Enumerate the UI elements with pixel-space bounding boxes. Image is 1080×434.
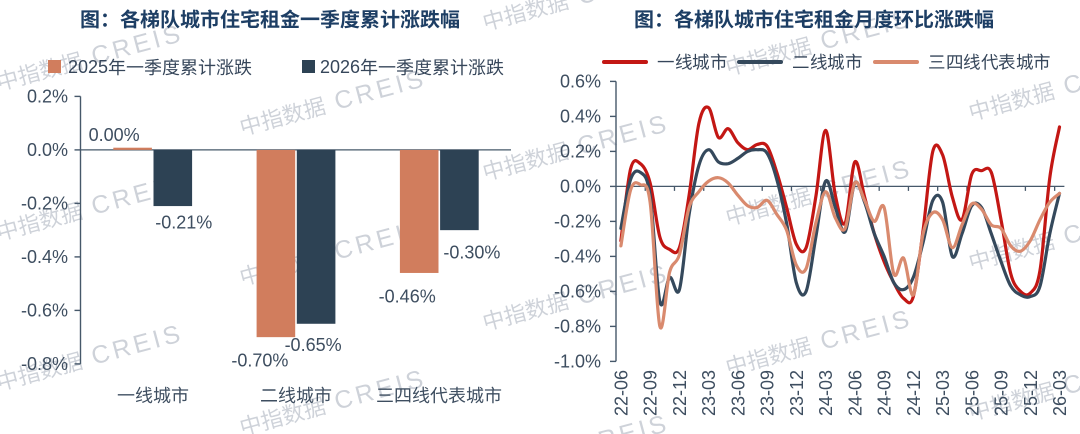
bar-x-category-label	[117, 385, 189, 406]
watermark-text: CREIS	[479, 0, 673, 37]
line-y-tick-label: 0.2%	[560, 142, 601, 162]
bar-y-tick-label: 0.2%	[27, 87, 68, 107]
bar-2025年一季度累计涨跌-三四线代表城市	[399, 149, 439, 273]
watermark-text: CREIS	[236, 364, 430, 434]
line-x-tick-label: 23-12	[787, 370, 807, 416]
watermark-text: CREIS	[479, 109, 673, 187]
bar-value-label: -0.46%	[379, 286, 436, 306]
line-x-tick-label: 24-06	[845, 370, 865, 416]
legend-line-icon	[873, 60, 919, 64]
bar-y-tick-label: -0.4%	[21, 247, 68, 267]
line-x-tick-label: 24-12	[904, 370, 924, 416]
watermark-text: CREIS	[965, 49, 1080, 127]
legend-line-icon	[602, 60, 648, 64]
watermark-text: CREIS	[722, 304, 916, 382]
line-y-tick-label: -0.2%	[554, 212, 601, 232]
line-x-tick-label: 25-06	[962, 370, 982, 416]
bar-y-tick-label: -0.2%	[21, 194, 68, 214]
line-y-tick-label: -0.8%	[554, 317, 601, 337]
bar-chart-title	[80, 9, 460, 32]
line-x-tick-label: 22-06	[611, 370, 631, 416]
line-x-tick-label: 23-09	[758, 370, 778, 416]
legend-swatch-icon	[48, 60, 61, 73]
bar-x-category-label	[260, 385, 332, 406]
line-x-tick-label: 25-03	[933, 370, 953, 416]
line-x-tick-label: 23-06	[728, 370, 748, 416]
bar-y-tick-label: -0.6%	[21, 301, 68, 321]
bar-2026年一季度累计涨跌-一线城市	[153, 149, 193, 207]
line-x-tick-label: 25-09	[992, 370, 1012, 416]
bar-value-label: -0.70%	[231, 350, 288, 370]
bar-value-label: -0.30%	[443, 242, 500, 262]
watermark-text: CREIS	[0, 169, 187, 247]
line-y-tick-label: 0.4%	[560, 107, 601, 127]
line-series-三四线代表城市	[619, 176, 1062, 330]
legend-label	[792, 52, 862, 73]
bar-value-label: -0.65%	[285, 335, 342, 355]
bar-2025年一季度累计涨跌-一线城市	[113, 147, 152, 150]
bar-chart-plot: 0.2%0.0%-0.2%-0.4%-0.6%-0.8%0.00%-0.70%-…	[21, 87, 511, 374]
legend-line-icon	[737, 60, 783, 64]
watermark-text: CREIS	[236, 64, 430, 142]
line-x-tick-label: 24-03	[816, 370, 836, 416]
line-x-tick-label: 22-12	[670, 370, 690, 416]
legend-label: 2026	[320, 57, 504, 78]
line-x-tick-label: 24-09	[875, 370, 895, 416]
line-x-tick-label: 26-03	[1050, 370, 1070, 416]
watermark-text: CREIS	[0, 319, 187, 397]
line-series-一线城市	[619, 105, 1062, 305]
bar-2025年一季度累计涨跌-二线城市	[256, 149, 296, 338]
line-y-tick-label: 0.0%	[560, 177, 601, 197]
line-y-tick-label: -0.4%	[554, 247, 601, 267]
line-x-tick-label: 23-03	[699, 370, 719, 416]
bar-2026年一季度累计涨跌-二线城市	[296, 149, 336, 324]
line-y-tick-label: -1.0%	[554, 352, 601, 372]
watermark-text: CREIS	[479, 259, 673, 337]
legend-label: 2025	[68, 57, 252, 78]
line-x-tick-label: 22-09	[641, 370, 661, 416]
line-y-tick-label: -0.6%	[554, 282, 601, 302]
watermark-text: CREIS	[722, 4, 916, 82]
watermark-text: CREIS	[965, 349, 1080, 427]
legend-label	[928, 52, 1051, 73]
line-x-tick-label: 25-12	[1021, 370, 1041, 416]
bar-2026年一季度累计涨跌-三四线代表城市	[440, 149, 479, 231]
legend-label	[657, 52, 727, 73]
bar-value-label: -0.21%	[155, 212, 212, 232]
bar-y-tick-label: -0.8%	[21, 354, 68, 374]
line-y-tick-label: 0.6%	[560, 72, 601, 92]
bar-x-category-label	[376, 385, 502, 406]
bar-value-label: 0.00%	[89, 125, 140, 145]
legend-swatch-icon	[302, 60, 315, 73]
bar-y-tick-label: 0.0%	[27, 140, 68, 160]
line-chart-title	[634, 9, 994, 32]
